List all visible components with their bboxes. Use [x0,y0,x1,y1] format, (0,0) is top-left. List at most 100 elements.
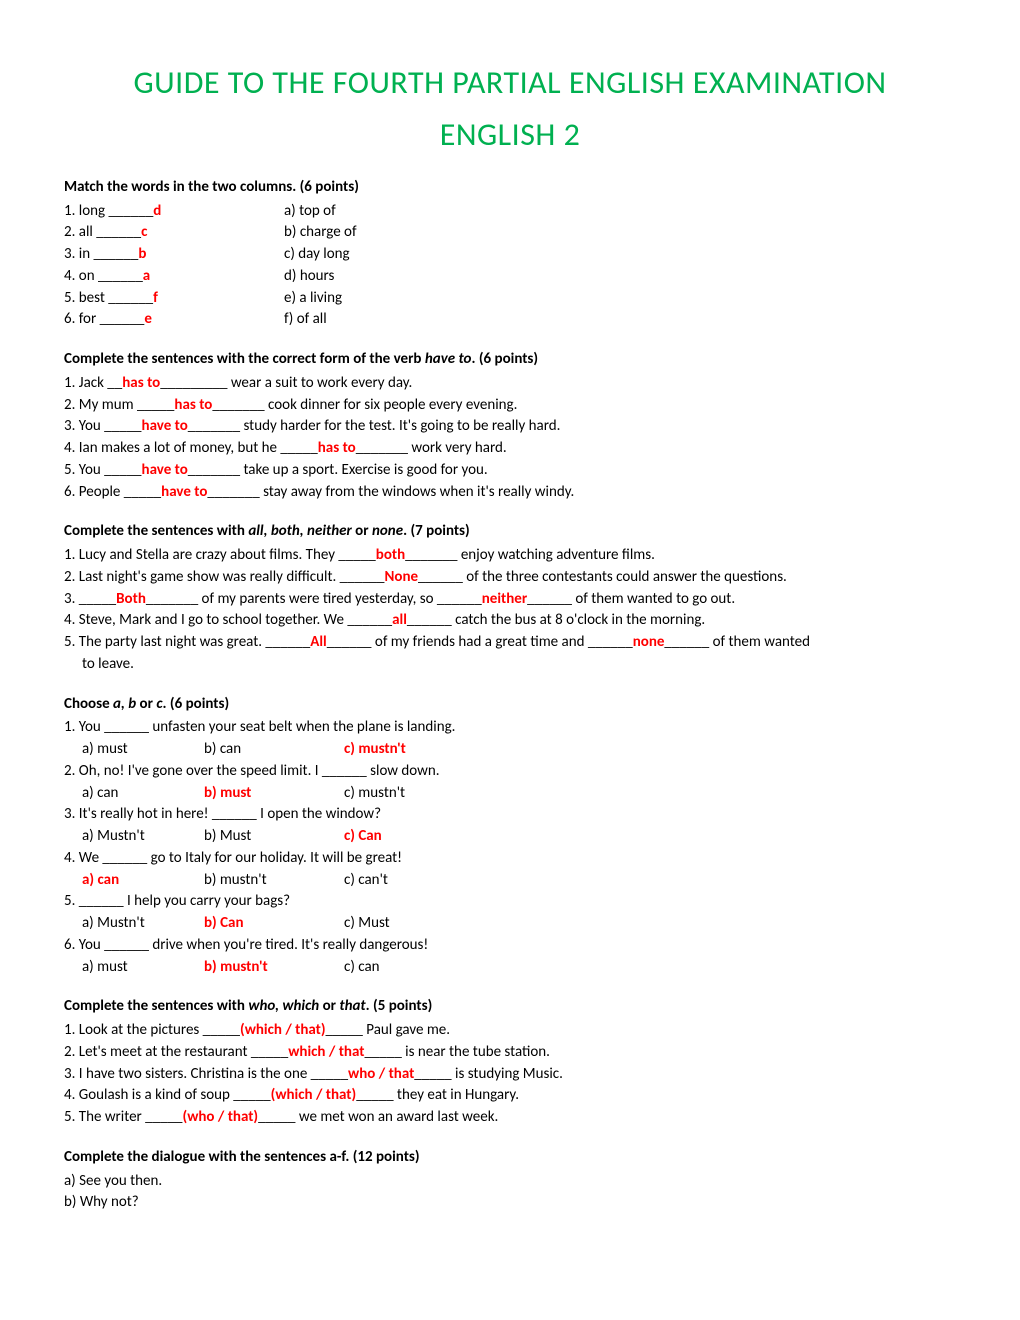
sentence-answer: (which / that) [240,1021,326,1039]
sentence-answer: (who / that) [183,1108,259,1126]
sentence-post: _____ Paul gave me. [326,1021,451,1039]
sentence-post: _______ cook dinner for six people every… [212,396,517,414]
mc-choice: b) mustn't [204,870,344,892]
sentence-pre: 6. People _____ [64,483,161,501]
sentence-text: 3. _____ [64,590,116,608]
mc-choice-correct: b) Can [204,914,244,932]
sentence-answer: All [310,633,326,651]
sentence-item: 1. Jack __has to_________ wear a suit to… [64,373,956,395]
sentence-item: 2. My mum _____has to_______ cook dinner… [64,395,956,417]
dialogue-option: a) See you then. [64,1171,956,1193]
mc-choice: c) mustn't [344,739,406,761]
match-answer: e [144,310,152,328]
sentence-answer: (which / that) [271,1086,357,1104]
sentence-item: 4. Ian makes a lot of money, but he ____… [64,438,956,460]
match-row: 5. best ______f e) a living [64,288,956,310]
match-row: 6. for ______ef) of all [64,309,956,331]
sentence-answer: Both [116,590,146,608]
match-left: 2. all ______c [64,222,284,244]
mc-question: 2. Oh, no! I've gone over the speed limi… [64,761,956,783]
mc-choice-correct: c) Can [344,827,382,845]
sentence-pre: 2. Let's meet at the restaurant _____ [64,1043,288,1061]
sentence-item: 5. The party last night was great. _____… [64,632,956,654]
sec5-heading: Complete the sentences with who, which o… [64,996,956,1018]
sentence-post: _____ we met won an award last week. [258,1108,498,1126]
mc-question: 3. It's really hot in here! ______ I ope… [64,804,956,826]
sentence-text: 2. Last night's game show was really dif… [64,568,385,586]
sec3-heading-pre: Complete the sentences with [64,522,248,540]
mc-choice: c) can't [344,870,388,892]
sentence-text: _______ of my parents were tired yesterd… [146,590,482,608]
mc-choice: a) can [64,870,204,892]
match-left-text: 2. all ______ [64,223,141,241]
sec4-heading-pre: Choose [64,695,113,713]
sentence-text: ______ of my friends had a great time an… [327,633,633,651]
sentence-answer: has to [174,396,212,414]
mc-choices: a) mustb) mustn'tc) can [64,957,956,979]
match-left-text: 1. long ______ [64,202,153,220]
sentence-answer: have to [142,461,188,479]
sentence-answer: who / that [348,1065,414,1083]
page-title-2: ENGLISH 2 [64,112,956,158]
mc-choice: a) Mustn't [64,913,204,935]
mc-choice: b) Must [204,826,344,848]
sec4-heading-ital: a, b [113,695,136,713]
match-row: 2. all ______cb) charge of [64,222,956,244]
sentence-item: 4. Goulash is a kind of soup _____(which… [64,1085,956,1107]
sentence-answer: none [633,633,665,651]
sentence-answer: have to [161,483,207,501]
match-row: 3. in ______bc) day long [64,244,956,266]
sentence-answer: has to [122,374,160,392]
mc-choice: c) mustn't [344,783,405,805]
mc-choice: b) Can [204,913,344,935]
mc-choice: c) Must [344,913,390,935]
match-answer: d [153,202,161,220]
mc-choices: a) mustb) canc) mustn't [64,739,956,761]
sec3-heading-ital: all, both, neither [248,522,351,540]
match-right: e) a living [284,288,342,310]
match-right: f) of all [284,309,327,331]
match-left-text: 4. on ______ [64,267,143,285]
sentence-item: 2. Let's meet at the restaurant _____whi… [64,1042,956,1064]
sec2-heading: Complete the sentences with the correct … [64,349,956,371]
sec4-body: 1. You ______ unfasten your seat belt wh… [64,717,956,978]
sentence-answer: neither [482,590,527,608]
page-title-1: GUIDE TO THE FOURTH PARTIAL ENGLISH EXAM… [64,60,956,106]
mc-choice-correct: c) mustn't [344,740,406,758]
sentence-post: _____ is studying Music. [414,1065,563,1083]
mc-choice-correct: b) must [204,784,251,802]
mc-choice: a) Mustn't [64,826,204,848]
match-answer: b [138,245,146,263]
sentence-text: ______ of them wanted [664,633,810,651]
sentence-pre: 5. You _____ [64,461,142,479]
sentence-answer: has to [318,439,356,457]
sentence-pre: 5. The writer _____ [64,1108,183,1126]
sentence-pre: 3. You _____ [64,417,142,435]
sentence-pre: 1. Jack __ [64,374,122,392]
sentence-item: 4. Steve, Mark and I go to school togeth… [64,610,956,632]
mc-choices: a) canb) mustc) mustn't [64,783,956,805]
match-left-text: 5. best ______ [64,289,153,307]
sec1-heading: Match the words in the two columns. (6 p… [64,177,956,199]
mc-choice: b) must [204,783,344,805]
sec2-heading-pre: Complete the sentences with the correct … [64,350,425,368]
mc-choice: a) must [64,739,204,761]
sentence-text: _______ enjoy watching adventure films. [405,546,655,564]
sec4-heading-mid: or [136,695,156,713]
sentence-item: 1. Look at the pictures _____(which / th… [64,1020,956,1042]
sentence-pre: 4. Ian makes a lot of money, but he ____… [64,439,318,457]
mc-question: 1. You ______ unfasten your seat belt wh… [64,717,956,739]
mc-choices: a) Mustn'tb) Mustc) Can [64,826,956,848]
match-answer: f [153,289,158,307]
mc-choice-correct: b) mustn't [204,958,268,976]
sec6-body: a) See you then.b) Why not? [64,1171,956,1215]
sentence-answer: which / that [288,1043,364,1061]
mc-choices: a) Mustn'tb) Can c) Must [64,913,956,935]
match-right: c) day long [284,244,350,266]
sec4-heading: Choose a, b or c. (6 points) [64,694,956,716]
mc-choice-correct: a) can [82,871,119,889]
sentence-item: 3. I have two sisters. Christina is the … [64,1064,956,1086]
match-left: 1. long ______d [64,201,284,223]
sentence-text: 1. Lucy and Stella are crazy about films… [64,546,376,564]
sec5-body: 1. Look at the pictures _____(which / th… [64,1020,956,1129]
